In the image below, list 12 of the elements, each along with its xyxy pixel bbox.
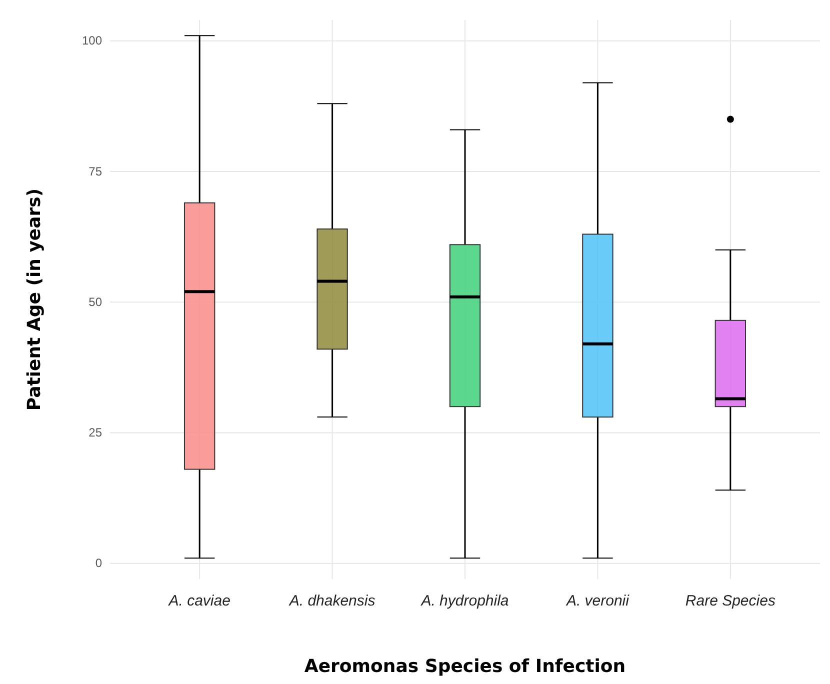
x-tick-label: A. caviae (168, 592, 230, 610)
y-tick-label: 0 (95, 556, 102, 570)
x-tick-label: A. hydrophila (420, 592, 509, 610)
y-tick-label: 100 (82, 34, 102, 48)
y-tick-label: 50 (88, 294, 102, 309)
x-tick-label: A. dhakensis (288, 592, 376, 610)
x-tick-label: Rare Species (685, 592, 776, 610)
x-axis-title: Aeromonas Species of Infection (304, 656, 626, 677)
y-tick-label: 75 (88, 164, 102, 178)
x-tick-label: A. veronii (565, 592, 630, 610)
y-axis-title: Patient Age (in years) (24, 188, 45, 411)
y-tick-label: 25 (88, 426, 102, 440)
